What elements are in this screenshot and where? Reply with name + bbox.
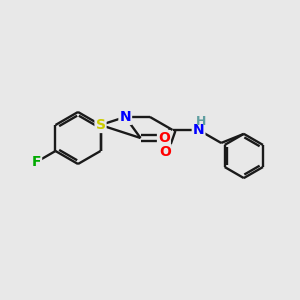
Text: N: N bbox=[193, 123, 204, 137]
Text: F: F bbox=[32, 155, 41, 169]
Text: S: S bbox=[95, 118, 106, 132]
Text: O: O bbox=[158, 131, 170, 145]
Text: N: N bbox=[119, 110, 131, 124]
Text: H: H bbox=[195, 116, 206, 128]
Text: O: O bbox=[159, 145, 171, 159]
